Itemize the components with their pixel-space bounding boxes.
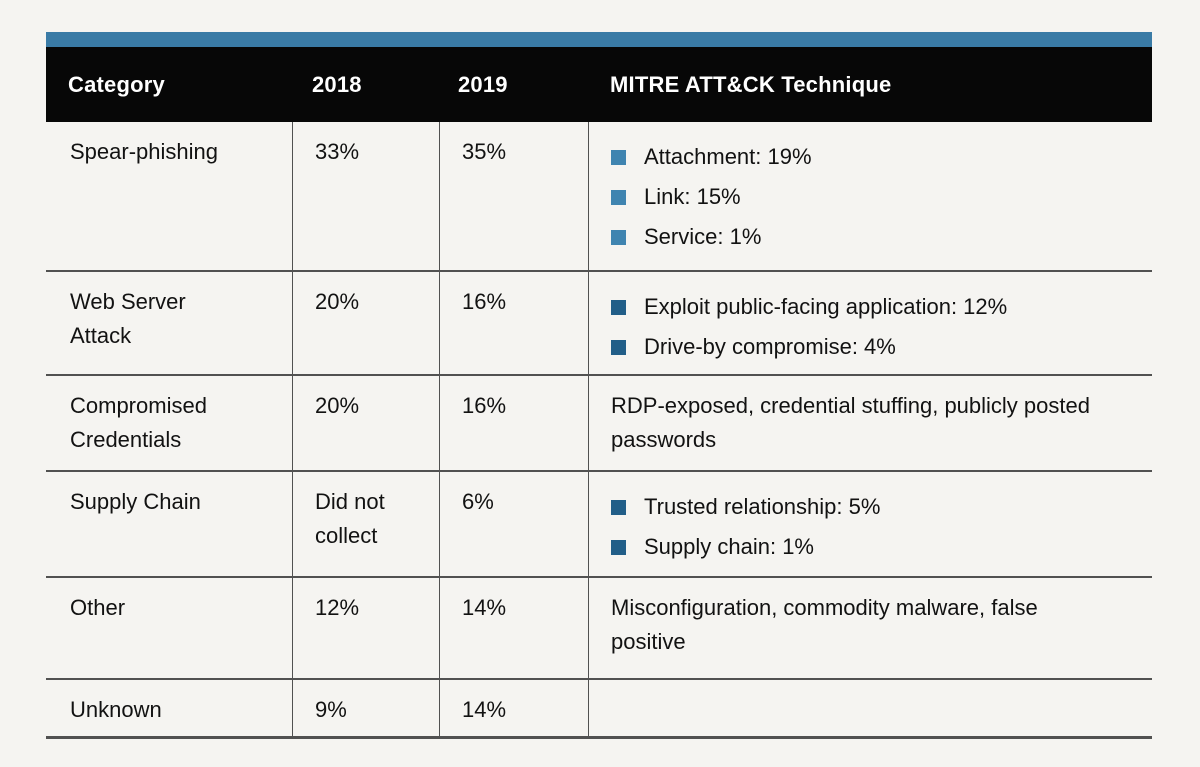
value-2018-cell: 20% [292, 272, 439, 374]
technique-cell: RDP-exposed, credential stuffing, public… [588, 376, 1152, 470]
technique-text: Misconfiguration, commodity malware, fal… [611, 595, 1038, 654]
technique-item-label: Drive-by compromise: 4% [644, 334, 896, 359]
table-row-other: Other 12% 14% Misconfiguration, commodit… [46, 576, 1152, 678]
bullet-square-icon [611, 499, 626, 515]
technique-item: Attachment: 19% [611, 145, 1152, 169]
technique-item: Service: 1% [611, 225, 1152, 249]
value-2018-cell: 9% [292, 680, 439, 736]
bullet-square-icon [611, 299, 626, 315]
category-label: Compromised Credentials [70, 393, 207, 452]
technique-item-label: Link: 15% [644, 184, 741, 209]
technique-item: Supply chain: 1% [611, 535, 1152, 559]
column-header-technique: MITRE ATT&CK Technique [610, 71, 892, 97]
technique-item: Drive-by compromise: 4% [611, 335, 1152, 359]
value-2019-label: 6% [462, 489, 494, 514]
table-header-row: Category 2018 2019 MITRE ATT&CK Techniqu… [46, 47, 1152, 122]
table-row-compromised-credentials: Compromised Credentials 20% 16% RDP-expo… [46, 374, 1152, 470]
technique-cell [588, 680, 1152, 736]
technique-item: Exploit public-facing application: 12% [611, 295, 1152, 319]
table-row-spear-phishing: Spear-phishing 33% 35% Attachment: 19% L… [46, 122, 1152, 270]
column-header-2019: 2019 [458, 71, 508, 97]
value-2018-label: 33% [315, 139, 360, 164]
technique-item-label: Service: 1% [644, 224, 762, 249]
category-label: Web Server Attack [70, 289, 186, 348]
table-accent-bar [46, 32, 1152, 47]
category-cell: Supply Chain [46, 472, 292, 576]
technique-list: Attachment: 19% Link: 15% Service: 1% [611, 145, 1152, 249]
value-2018-label: 20% [315, 289, 360, 314]
technique-cell: Misconfiguration, commodity malware, fal… [588, 578, 1152, 678]
table-row-unknown: Unknown 9% 14% [46, 678, 1152, 736]
category-cell: Other [46, 578, 292, 678]
category-label: Supply Chain [70, 489, 201, 514]
value-2018-cell: 20% [292, 376, 439, 470]
bullet-square-icon [611, 149, 626, 165]
technique-text: RDP-exposed, credential stuffing, public… [611, 393, 1090, 452]
value-2018-label: 20% [315, 393, 360, 418]
value-2019-cell: 35% [439, 122, 588, 270]
value-2019-cell: 16% [439, 272, 588, 374]
bullet-square-icon [611, 189, 626, 205]
value-2019-label: 14% [462, 595, 507, 620]
technique-cell: Exploit public-facing application: 12% D… [588, 272, 1152, 374]
table-body: Spear-phishing 33% 35% Attachment: 19% L… [46, 122, 1152, 739]
value-2019-label: 16% [462, 289, 507, 314]
technique-item-label: Supply chain: 1% [644, 534, 814, 559]
technique-item: Trusted relationship: 5% [611, 495, 1152, 519]
value-2018-label: 12% [315, 595, 360, 620]
value-2019-cell: 16% [439, 376, 588, 470]
column-header-category: Category [68, 71, 165, 97]
value-2018-label: 9% [315, 697, 347, 722]
category-cell: Unknown [46, 680, 292, 736]
value-2019-label: 16% [462, 393, 507, 418]
category-cell: Web Server Attack [46, 272, 292, 374]
value-2019-cell: 6% [439, 472, 588, 576]
technique-cell: Attachment: 19% Link: 15% Service: 1% [588, 122, 1152, 270]
bullet-square-icon [611, 339, 626, 355]
category-cell: Compromised Credentials [46, 376, 292, 470]
value-2018-label: Did not collect [315, 489, 385, 548]
category-label: Spear-phishing [70, 139, 218, 164]
table-row-supply-chain: Supply Chain Did not collect 6% Trusted … [46, 470, 1152, 576]
technique-list: Trusted relationship: 5% Supply chain: 1… [611, 495, 1152, 559]
bullet-square-icon [611, 229, 626, 245]
value-2018-cell: Did not collect [292, 472, 439, 576]
value-2018-cell: 33% [292, 122, 439, 270]
technique-item-label: Trusted relationship: 5% [644, 494, 881, 519]
value-2019-label: 14% [462, 697, 507, 722]
technique-item-label: Attachment: 19% [644, 144, 812, 169]
technique-list: Exploit public-facing application: 12% D… [611, 295, 1152, 359]
column-header-2018: 2018 [312, 71, 362, 97]
value-2019-label: 35% [462, 139, 507, 164]
category-label: Unknown [70, 697, 162, 722]
value-2019-cell: 14% [439, 680, 588, 736]
category-label: Other [70, 595, 126, 620]
value-2019-cell: 14% [439, 578, 588, 678]
table-row-web-server-attack: Web Server Attack 20% 16% Exploit public… [46, 270, 1152, 374]
attack-category-table: Category 2018 2019 MITRE ATT&CK Techniqu… [46, 32, 1152, 739]
bullet-square-icon [611, 539, 626, 555]
technique-item-label: Exploit public-facing application: 12% [644, 294, 1008, 319]
technique-cell: Trusted relationship: 5% Supply chain: 1… [588, 472, 1152, 576]
value-2018-cell: 12% [292, 578, 439, 678]
category-cell: Spear-phishing [46, 122, 292, 270]
technique-item: Link: 15% [611, 185, 1152, 209]
